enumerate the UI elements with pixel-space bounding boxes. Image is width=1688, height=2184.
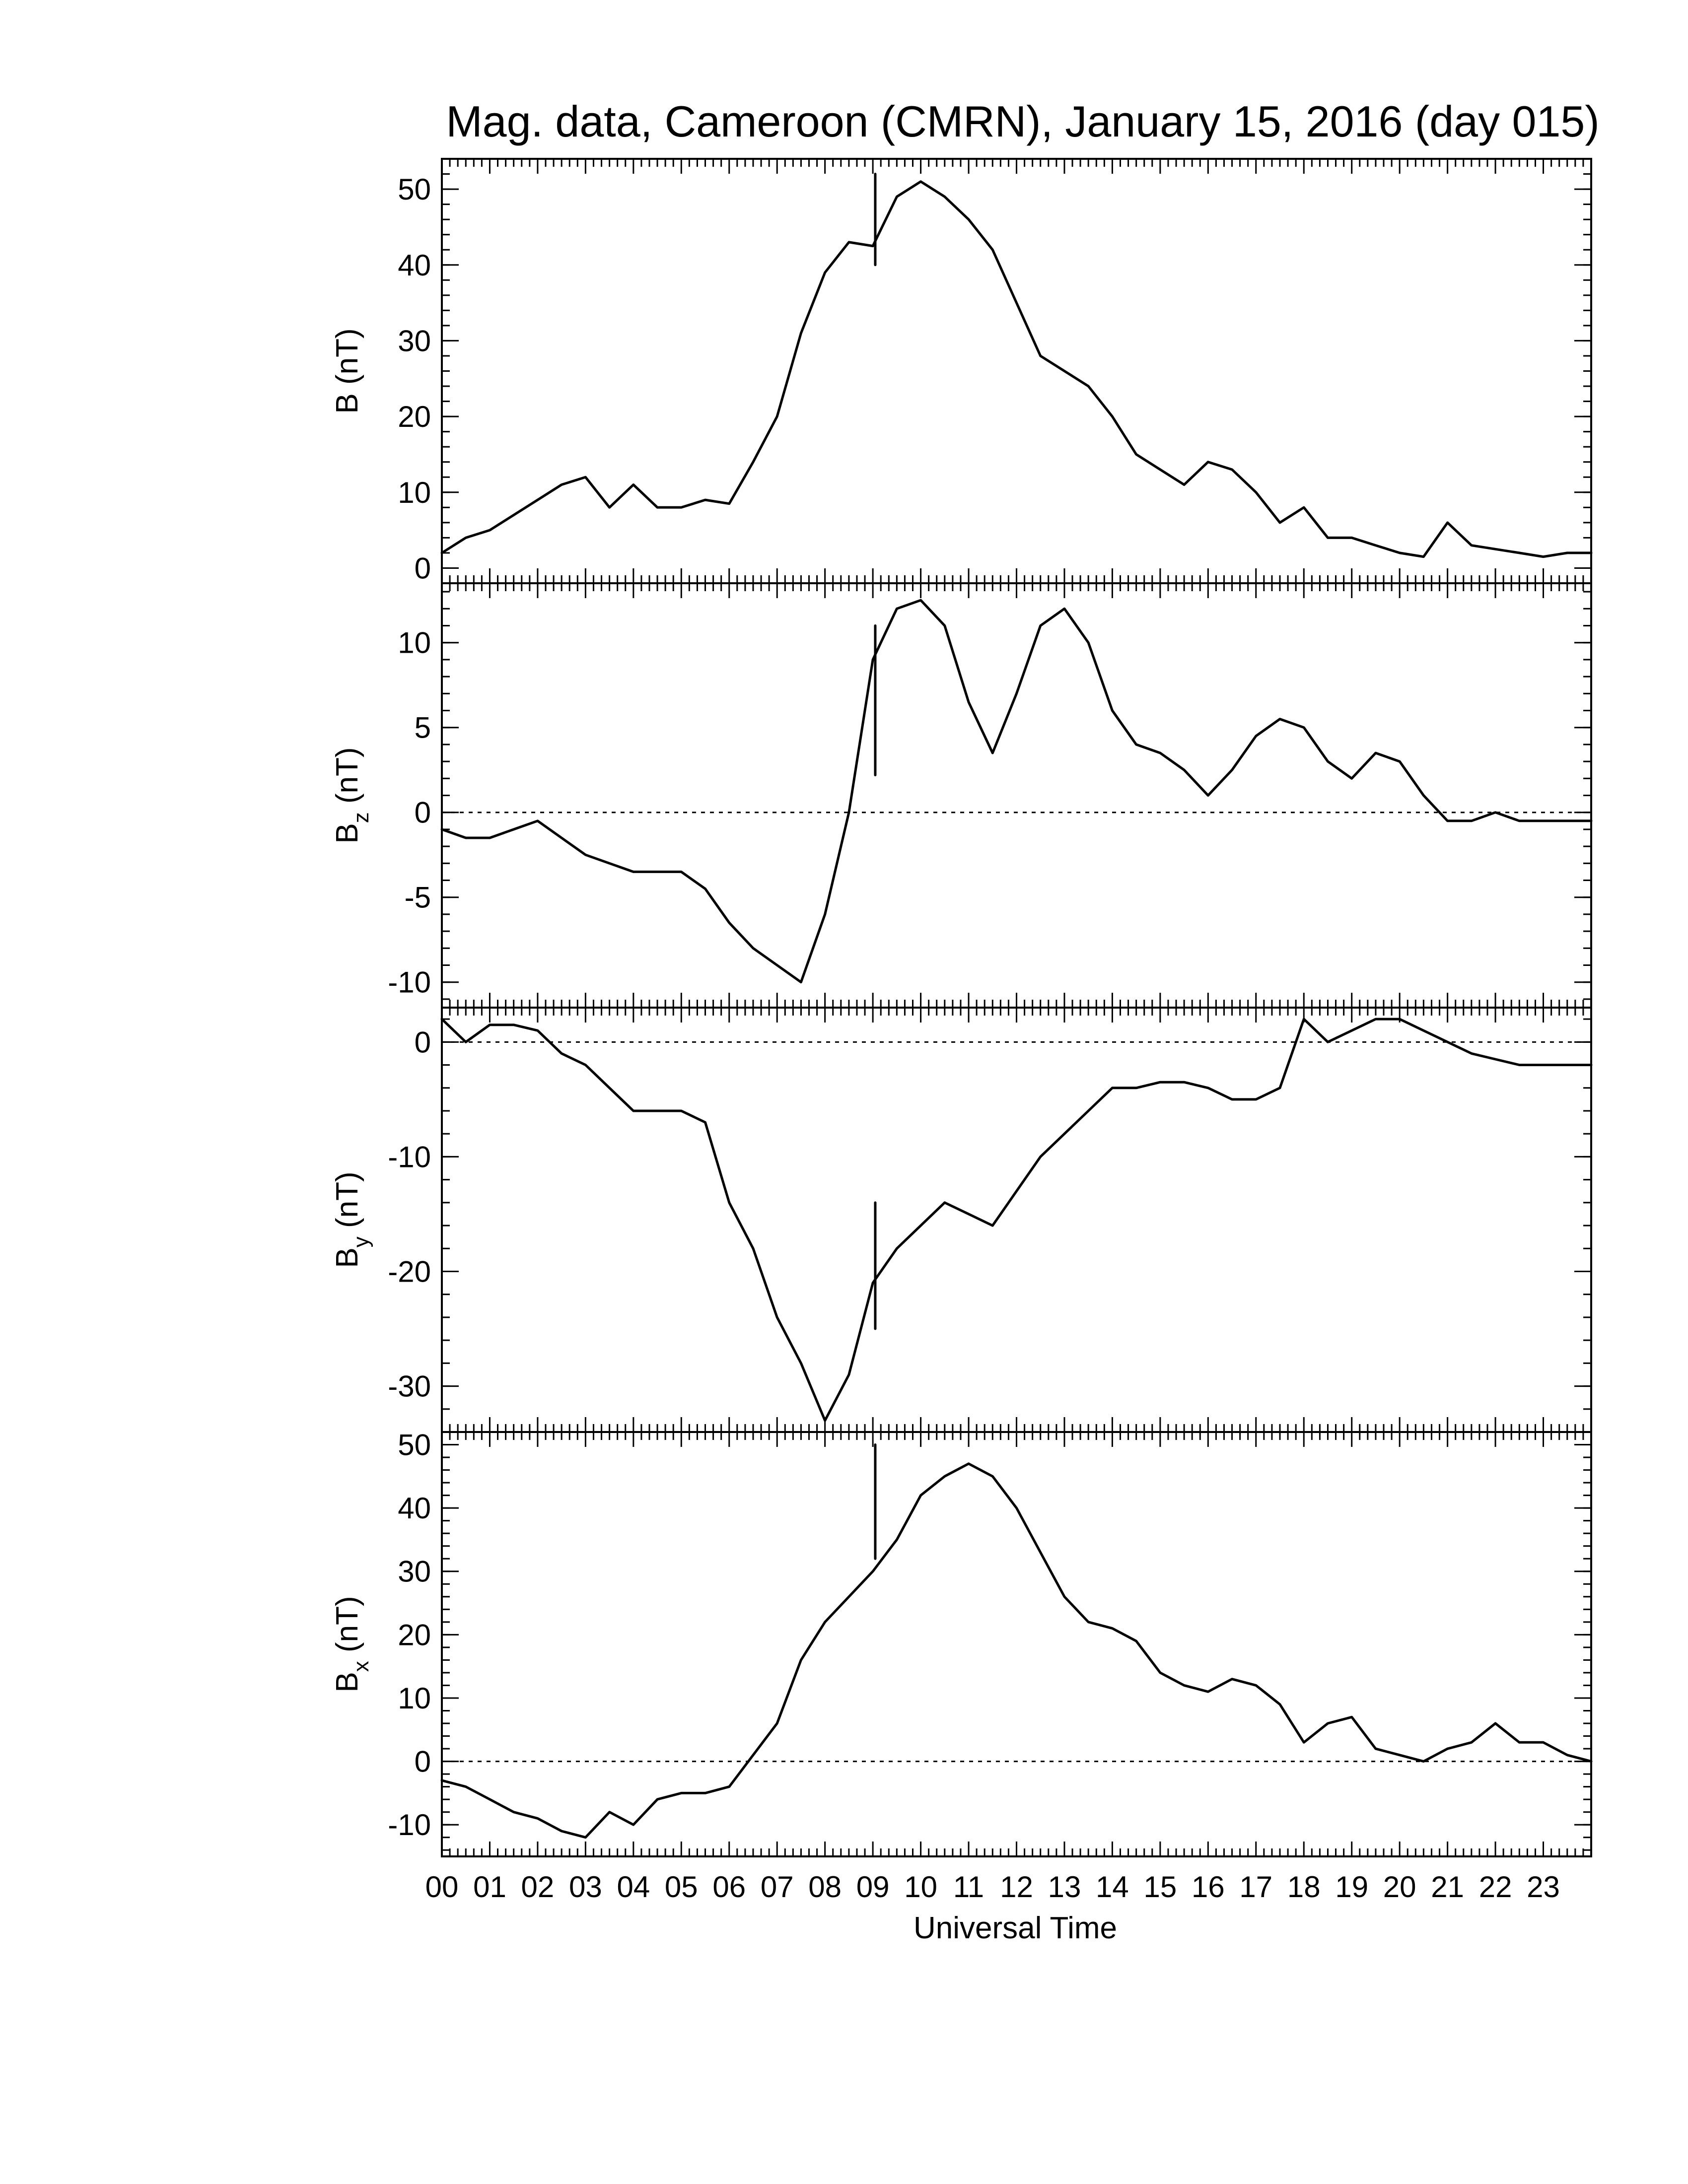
data-series-line: [440, 1462, 1593, 1839]
x-tick-label: 11: [953, 1870, 984, 1904]
plot-frame: [441, 1431, 1592, 1857]
x-tick-label: 13: [1048, 1870, 1081, 1904]
x-tick-label: 03: [569, 1870, 602, 1904]
y-tick-label: 10: [398, 626, 431, 660]
data-series-line: [440, 1018, 1593, 1422]
panel-4: -10 0 10 20 30 40 50 Bx (nT): [330, 1429, 1593, 1857]
x-tick-label: 20: [1383, 1870, 1416, 1904]
x-tick-label: 22: [1479, 1870, 1512, 1904]
y-axis-label: B (nT): [330, 328, 364, 413]
y-axis-label: By (nT): [330, 1171, 373, 1268]
y-tick-label: 0: [415, 1745, 431, 1778]
plot-frame: [441, 158, 1592, 584]
x-tick-label: 21: [1431, 1870, 1464, 1904]
x-tick-label: 02: [521, 1870, 555, 1904]
y-tick-label: 40: [398, 1492, 431, 1525]
x-tick-label: 07: [761, 1870, 794, 1904]
x-tick-label: 04: [617, 1870, 650, 1904]
y-tick-label: 50: [398, 1429, 431, 1462]
y-tick-label: -10: [388, 966, 431, 999]
y-axis-label: Bz (nT): [330, 747, 373, 843]
y-tick-label: 30: [398, 324, 431, 357]
x-tick-label: 18: [1287, 1870, 1321, 1904]
y-tick-label: 10: [398, 476, 431, 509]
y-tick-label: 5: [415, 711, 431, 745]
y-tick-label: 40: [398, 249, 431, 282]
chart-title: Mag. data, Cameroon (CMRN), January 15, …: [446, 97, 1599, 146]
y-tick-label: 10: [398, 1682, 431, 1715]
data-series-line: [440, 180, 1593, 558]
data-series-line: [440, 599, 1593, 984]
y-tick-label: 0: [415, 1025, 431, 1059]
x-tick-label: 06: [712, 1870, 746, 1904]
x-tick-label: 17: [1239, 1870, 1272, 1904]
y-tick-label: -30: [388, 1370, 431, 1403]
y-tick-label: 20: [398, 1618, 431, 1651]
panel-2: -10 -5 0 5 10 Bz (nT): [330, 582, 1593, 1009]
x-tick-label: 00: [425, 1870, 459, 1904]
x-tick-label: 08: [808, 1870, 842, 1904]
plot-frame: [441, 1007, 1592, 1433]
y-tick-label: -10: [388, 1140, 431, 1173]
y-tick-label: 0: [415, 796, 431, 829]
y-tick-label: 20: [398, 400, 431, 433]
panel-3: -30 -20 -10 0 By (nT): [330, 1007, 1593, 1433]
y-tick-label: 30: [398, 1555, 431, 1588]
x-tick-label: 15: [1144, 1870, 1177, 1904]
x-tick-label: 01: [473, 1870, 506, 1904]
panel-1: 0 10 20 30 40 50 B (nT): [330, 158, 1593, 585]
y-tick-label: -5: [405, 881, 431, 914]
y-tick-label: 50: [398, 173, 431, 206]
y-axis-label: Bx (nT): [330, 1596, 373, 1692]
x-tick-label: 09: [856, 1870, 890, 1904]
y-tick-label: -20: [388, 1255, 431, 1288]
y-tick-label: 0: [415, 551, 431, 585]
x-tick-label: 23: [1527, 1870, 1560, 1904]
x-tick-label: 10: [904, 1870, 937, 1904]
x-tick-label: 19: [1335, 1870, 1368, 1904]
plot-frame: [441, 582, 1592, 1009]
x-axis-label: Universal Time: [914, 1911, 1117, 1945]
x-tick-label: 12: [1000, 1870, 1033, 1904]
y-tick-label: -10: [388, 1808, 431, 1842]
x-tick-label: 05: [665, 1870, 698, 1904]
x-tick-label: 16: [1192, 1870, 1225, 1904]
x-tick-label: 14: [1096, 1870, 1129, 1904]
